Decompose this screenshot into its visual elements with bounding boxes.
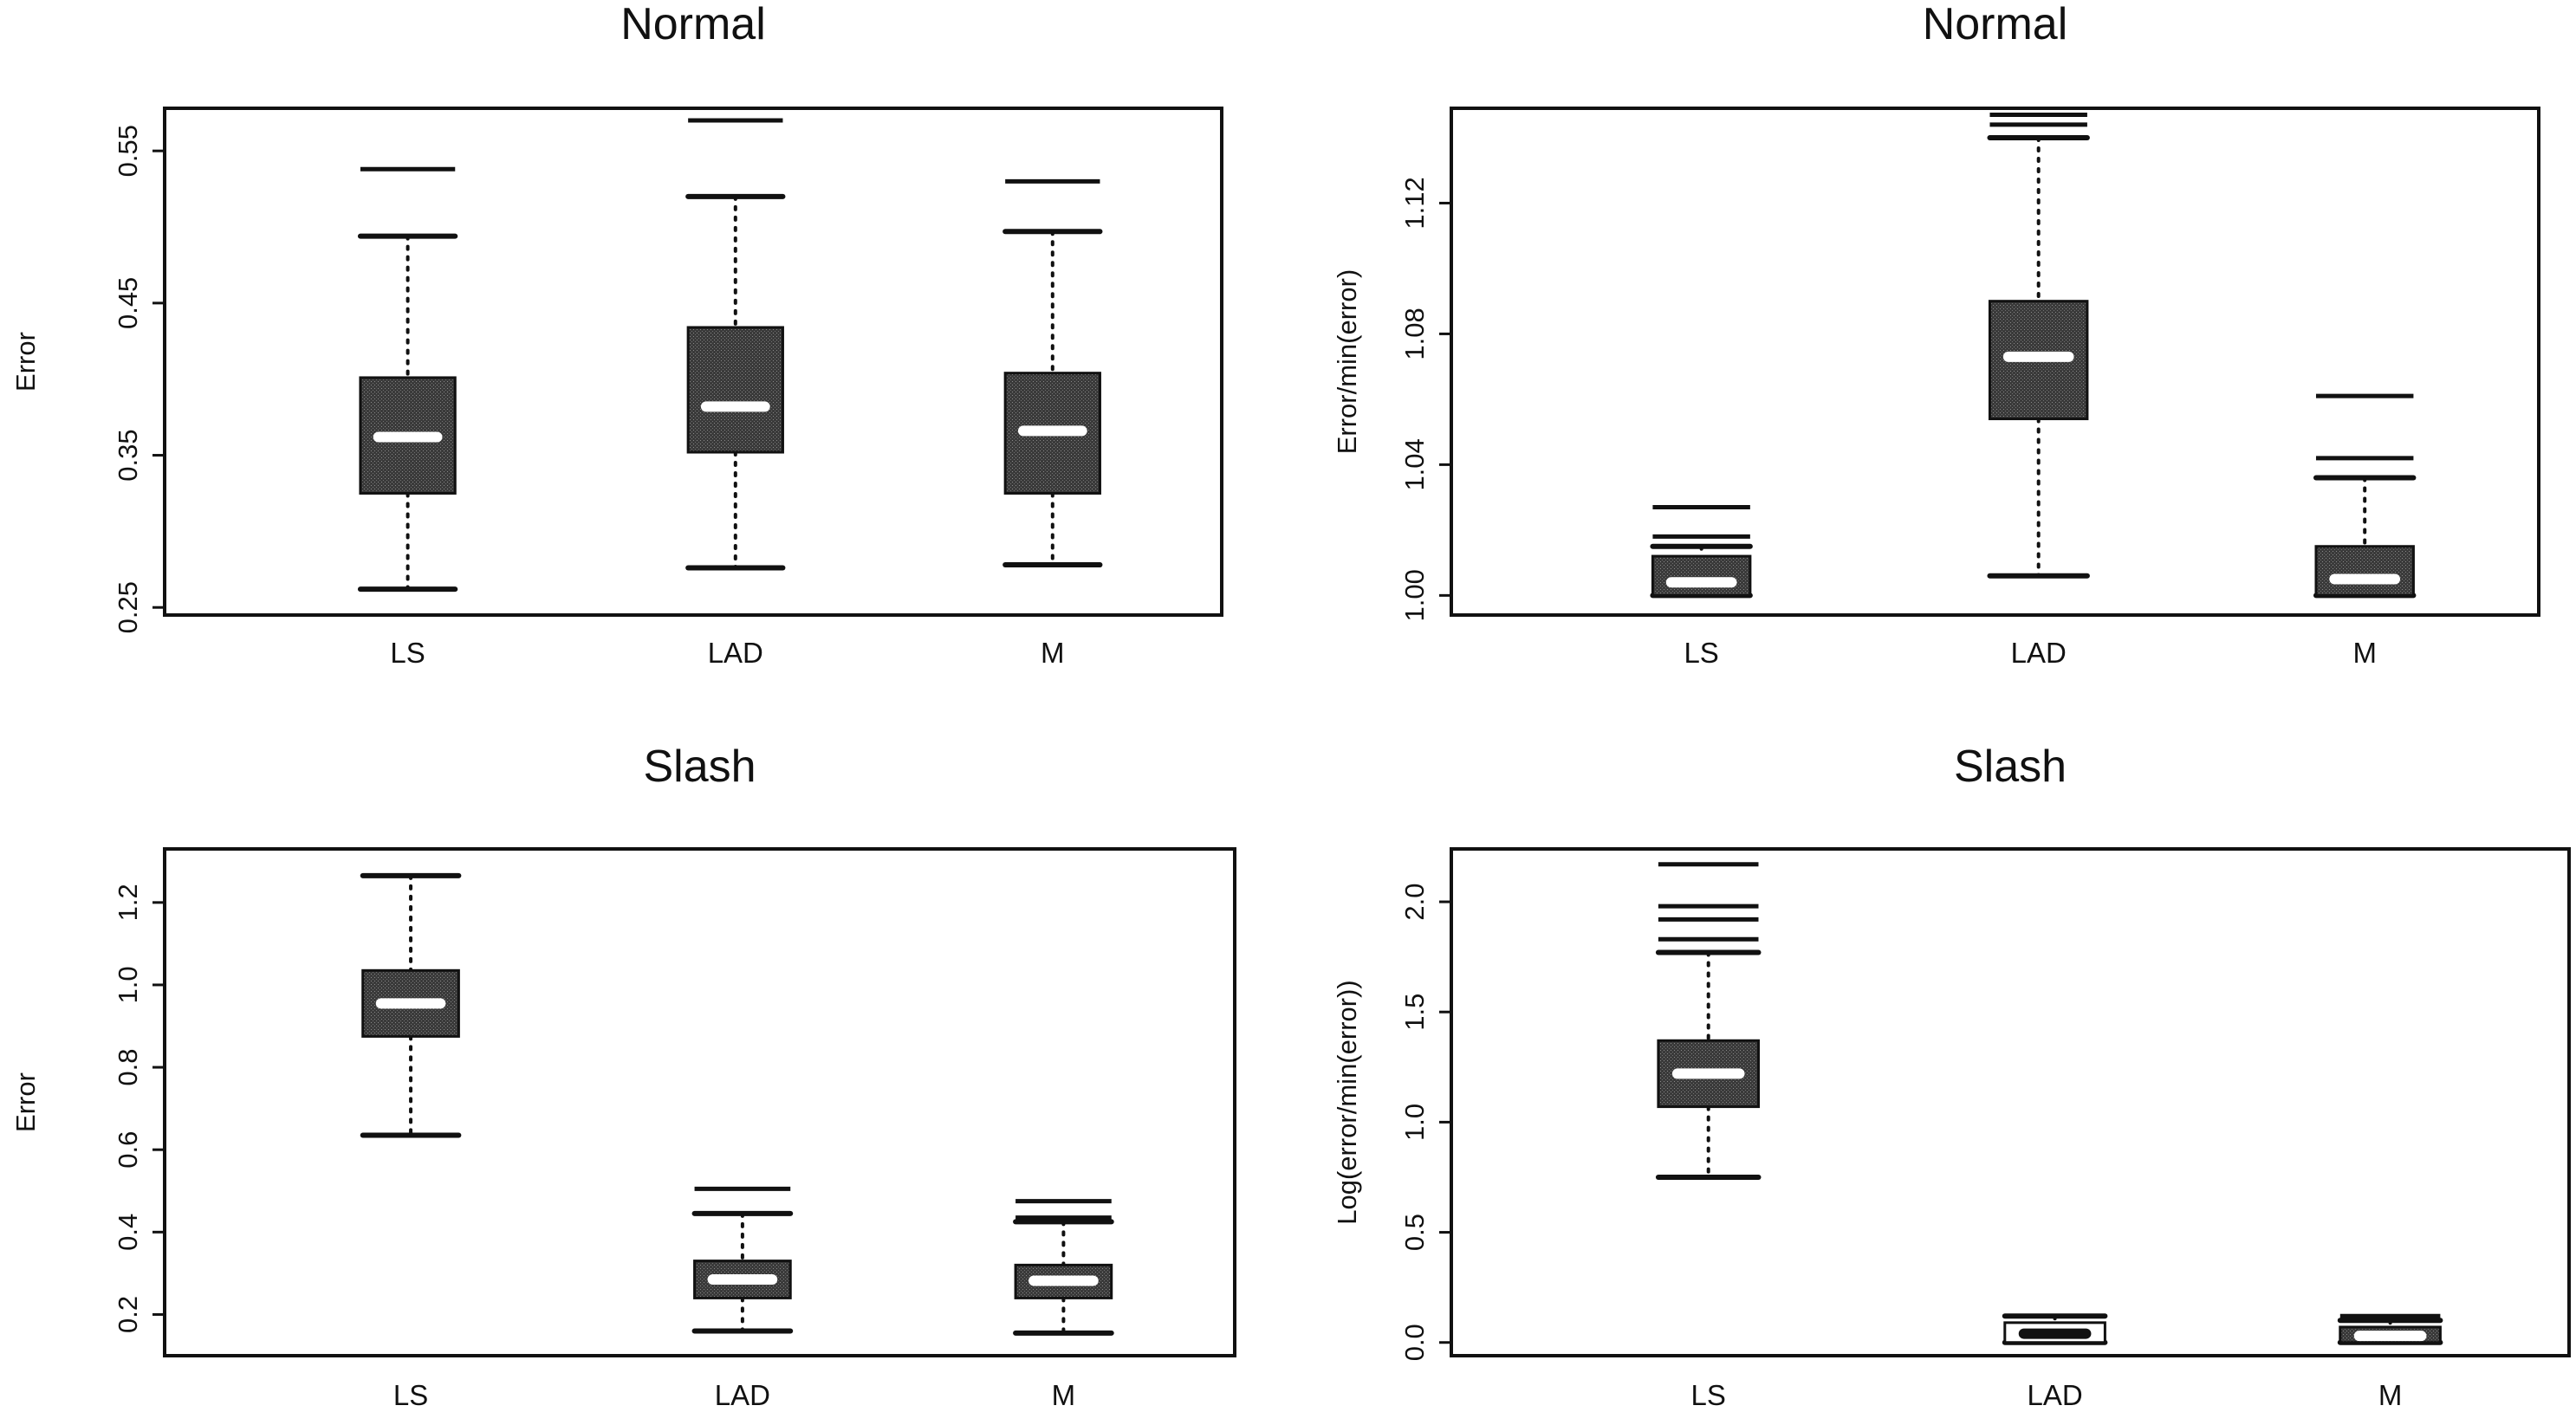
iqr-box [1651,554,1752,597]
box-lad [1987,113,2090,579]
x-category-label: LS [1691,1379,1726,1411]
chart-title: Normal [620,0,766,49]
y-tick-label: 2.0 [1399,883,1430,920]
y-tick-label: 1.0 [1399,1104,1430,1141]
y-tick-label: 0.45 [113,277,143,329]
plot-frame [1450,107,2540,617]
chart-title: Slash [643,742,756,792]
y-tick-label: 1.00 [1399,569,1430,621]
box-lad [691,1186,794,1334]
x-category-label: LS [390,637,425,669]
x-category-label: M [1041,637,1065,669]
x-category-label: LS [393,1379,428,1411]
plot-frame [163,847,1236,1357]
y-tick-label: 1.08 [1399,308,1430,359]
x-category-label: LAD [2027,1379,2082,1411]
y-tick-label: 0.4 [113,1214,143,1251]
chart-panel-2: Normal Error/min(error) 1.00 1.04 1.08 1.12 LS… [1332,0,2540,669]
x-category-label: LAD [708,637,763,669]
x-category-label: LAD [715,1379,770,1411]
x-category-label: M [2352,637,2377,669]
y-tick-label: 1.2 [113,884,143,921]
chart-panel-3: Slash Error 0.2 0.4 0.6 0.8 1.0 1.2 LS LAD M [10,742,1236,1411]
y-tick-label: 1.0 [113,966,143,1003]
y-tick-label: 1.5 [1399,994,1430,1031]
y-axis-label: Log(error/min(error)) [1332,980,1362,1224]
x-category-label: M [2378,1379,2403,1411]
chart-title: Slash [1954,742,2067,792]
box-ls [1650,504,1753,599]
iqr-box [686,326,784,454]
box-lad [2002,1313,2108,1345]
y-axis-label: Error/min(error) [1332,269,1362,455]
box-ls [1655,862,1762,1180]
box-m [2337,1313,2443,1345]
y-axis-label: Error [10,1072,41,1132]
y-tick-label: 0.25 [113,581,143,633]
box-lad [685,118,786,571]
chart-title: Normal [1923,0,2068,49]
x-category-label: M [1052,1379,1076,1411]
x-category-label: LS [1684,637,1718,669]
y-tick-label: 0.55 [113,125,143,177]
plot-frame [163,107,1223,617]
chart-panel-4: Slash Log(error/min(error)) 0.0 0.5 1.0 1.5 2.… [1332,742,2571,1411]
box-m [2313,393,2417,599]
iqr-box [2314,545,2415,597]
y-tick-label: 0.2 [113,1296,143,1333]
y-tick-label: 0.6 [113,1131,143,1169]
box-m [1002,178,1103,568]
y-tick-label: 1.04 [1399,438,1430,490]
y-axis-label: Error [10,332,41,392]
box-ls [357,166,458,593]
x-category-label: LAD [2011,637,2067,669]
plot-frame [1450,847,2571,1357]
box-m [1013,1199,1114,1336]
y-tick-label: 0.5 [1399,1214,1430,1251]
y-tick-label: 0.35 [113,429,143,481]
chart-panel-1: Normal Error 0.25 0.35 0.45 0.55 LS LAD M [10,0,1223,669]
box-ls [360,872,462,1138]
y-tick-label: 1.12 [1399,177,1430,229]
y-tick-label: 0.8 [113,1049,143,1086]
y-tick-label: 0.0 [1399,1324,1430,1361]
